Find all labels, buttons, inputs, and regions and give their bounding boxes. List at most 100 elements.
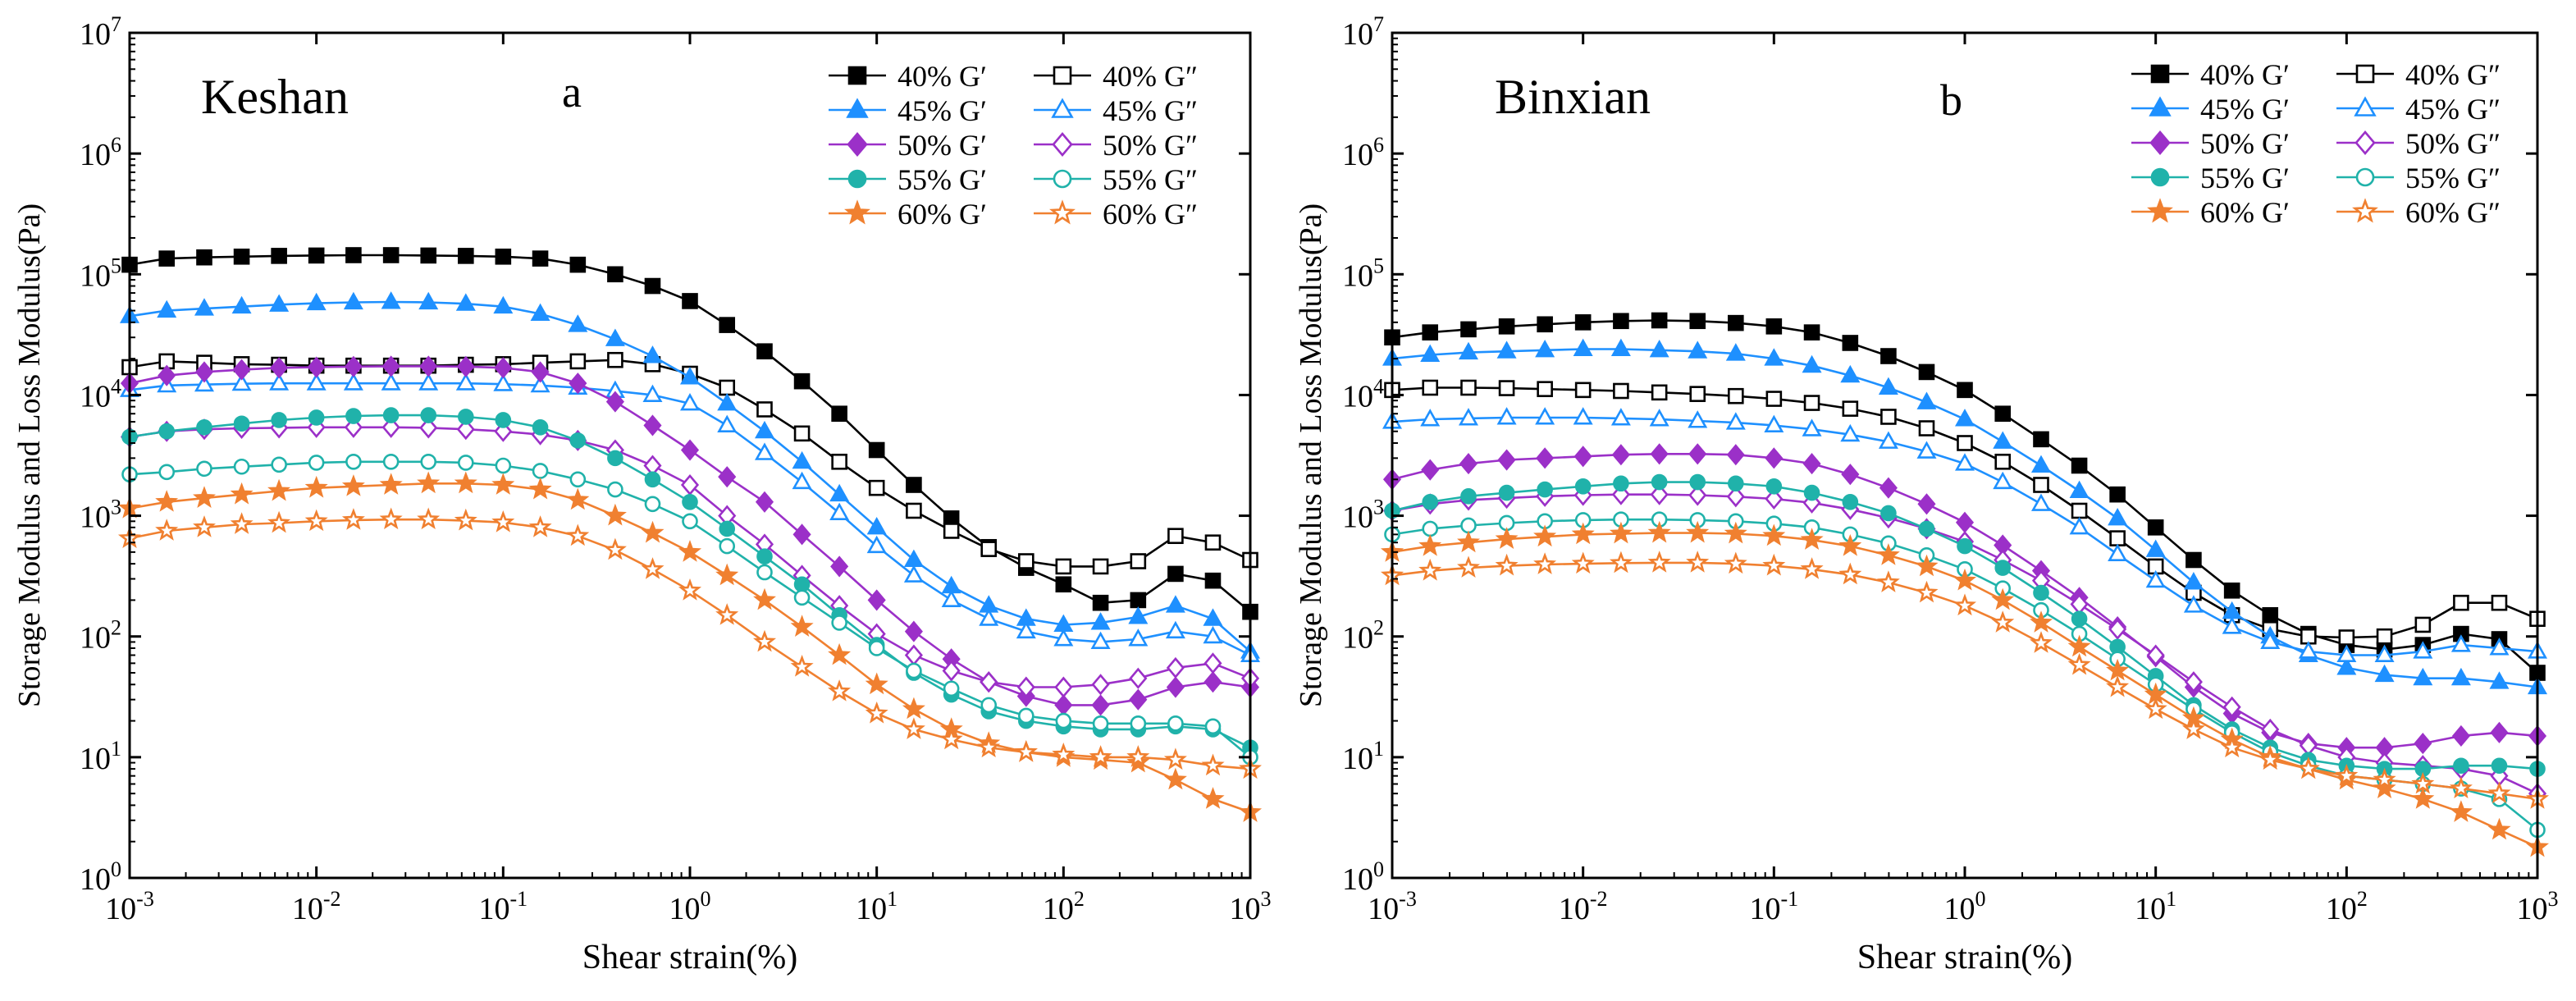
x-tick-label: 101	[2135, 887, 2176, 926]
data-point	[607, 481, 623, 498]
data-point	[2491, 594, 2508, 611]
data-point	[1689, 386, 1706, 402]
data-point	[1765, 487, 1784, 510]
data-point	[1613, 382, 1629, 400]
data-point	[868, 479, 885, 496]
data-point	[1535, 339, 1555, 358]
data-point	[2449, 800, 2473, 822]
data-point	[903, 564, 924, 583]
data-point	[1647, 520, 1671, 543]
data-point	[1496, 407, 1517, 425]
series-5	[1382, 483, 2547, 805]
data-point	[1918, 420, 1935, 437]
data-point	[1495, 553, 1519, 576]
data-point	[233, 248, 250, 265]
data-point	[902, 717, 925, 739]
data-point	[1092, 715, 1109, 732]
legend-label: 50% G′	[2200, 127, 2290, 160]
legend-label: 60% G″	[2405, 196, 2501, 229]
data-point	[1422, 520, 1439, 537]
data-point	[1879, 477, 1898, 499]
data-point	[1573, 446, 1592, 468]
data-point	[307, 356, 326, 378]
data-point	[2109, 530, 2126, 546]
data-point	[1613, 475, 1629, 492]
data-point	[2108, 507, 2128, 526]
data-point	[493, 295, 514, 314]
data-point	[1993, 471, 2013, 490]
data-point	[904, 644, 923, 666]
data-point	[1802, 354, 1822, 373]
data-point	[1128, 606, 1149, 624]
data-point	[644, 496, 661, 513]
data-point	[1166, 676, 1185, 698]
data-point	[847, 131, 868, 158]
data-point	[1765, 318, 1783, 335]
data-point	[902, 697, 925, 720]
data-point	[455, 373, 476, 391]
data-point	[381, 416, 400, 438]
data-point	[2033, 477, 2049, 493]
legend-item: 40% G′	[829, 60, 987, 93]
x-tick-label: 103	[1230, 887, 1272, 926]
x-tick-label: 100	[669, 887, 711, 926]
data-point	[1689, 473, 1706, 491]
data-point	[532, 419, 549, 436]
data-point	[1163, 747, 1187, 770]
data-point	[568, 314, 588, 332]
data-point	[792, 523, 811, 546]
x-tick-label: 10-1	[478, 887, 528, 926]
data-point	[304, 509, 328, 532]
data-point	[2489, 638, 2510, 656]
data-point	[1765, 447, 1784, 469]
data-point	[792, 471, 812, 490]
x-tick-label: 10-3	[105, 887, 154, 926]
data-point	[846, 98, 869, 118]
data-point	[1420, 409, 1441, 427]
data-point	[1018, 553, 1035, 569]
axis-ticks: 10-3 10-2 10-1 100 101 102 103 100 101 102 103 104 1…	[80, 12, 1272, 926]
legend-item: 60% G′	[2131, 196, 2290, 229]
data-point	[980, 541, 998, 557]
data-point	[2487, 781, 2511, 804]
data-point	[865, 701, 888, 724]
data-point	[230, 482, 253, 505]
data-point	[2185, 551, 2202, 569]
y-tick-label: 102	[1342, 616, 1384, 656]
data-point	[1611, 444, 1630, 466]
data-point	[1689, 313, 1706, 330]
data-point	[754, 420, 774, 439]
data-point	[1204, 671, 1222, 693]
data-point	[1800, 557, 1824, 579]
data-point	[2223, 582, 2240, 599]
data-point	[678, 578, 702, 601]
axis-ticks: 10-3 10-2 10-1 100 101 102 103 100 101 102 103 104 1…	[1342, 12, 2559, 926]
data-point	[715, 603, 739, 625]
data-point	[2489, 671, 2510, 689]
x-axis-label: Shear strain(%)	[1857, 939, 2072, 976]
legend-label: 50% G″	[1103, 129, 1198, 162]
data-point	[1650, 443, 1669, 465]
data-point	[1167, 528, 1184, 545]
data-point	[1418, 533, 1442, 556]
data-point	[1458, 408, 1478, 426]
data-point	[2260, 631, 2281, 649]
data-point	[1725, 343, 1746, 361]
data-point	[2336, 644, 2357, 663]
data-point	[847, 169, 867, 189]
data-point	[605, 328, 625, 346]
legend-item: 55% G′	[829, 163, 987, 196]
data-point	[2450, 667, 2471, 686]
y-axis-label: Storage Modulus and Loss Modulus(Pa)	[12, 203, 47, 707]
data-point	[1647, 551, 1671, 573]
data-point	[2071, 610, 2088, 628]
data-point	[381, 373, 401, 391]
data-point	[717, 414, 738, 433]
data-point	[717, 392, 738, 411]
data-point	[566, 523, 590, 546]
data-point	[1686, 551, 1710, 573]
series-7	[121, 453, 1258, 766]
legend: 40% G′ 40% G″45% G′ 45% G″50% G′ 50% G″55% …	[2131, 58, 2501, 229]
legend-item: 50% G′	[829, 129, 987, 162]
data-point	[1918, 363, 1935, 381]
